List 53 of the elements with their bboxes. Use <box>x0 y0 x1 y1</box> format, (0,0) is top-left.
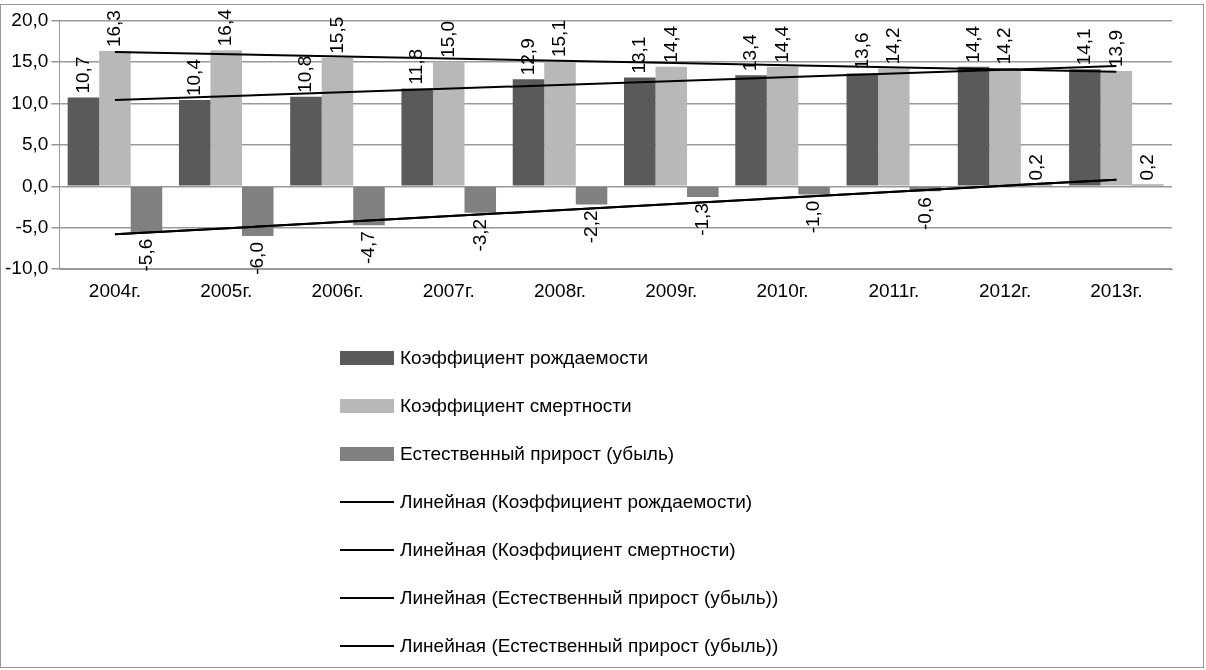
legend-label: Линейная (Естественный прирост (убыль)) <box>400 635 779 657</box>
data-label: 10,7 <box>71 56 93 94</box>
data-label: 14,2 <box>993 27 1015 65</box>
y-tick-label: 10,0 <box>11 91 49 113</box>
data-label: -0,6 <box>913 197 935 230</box>
legend-label: Линейная (Коэффициент смертности) <box>400 539 736 561</box>
legend-label: Естественный прирост (убыль) <box>400 443 675 465</box>
data-label: -6,0 <box>245 242 267 275</box>
data-label: -2,2 <box>579 210 601 244</box>
data-label: -4,7 <box>357 231 379 264</box>
data-label: 12,9 <box>516 38 538 76</box>
x-tick-label: 2011г. <box>868 279 920 301</box>
data-label: -5,6 <box>134 238 156 272</box>
data-label: 10,8 <box>294 55 316 93</box>
y-tick-label: 0,0 <box>21 174 49 196</box>
data-label: 13,6 <box>850 32 872 70</box>
x-tick-label: 2009г. <box>645 279 698 301</box>
y-tick-label: 5,0 <box>21 133 49 155</box>
x-tick-label: 2012г. <box>979 279 1032 301</box>
legend-label: Линейная (Коэффициент рождаемости) <box>400 491 753 513</box>
data-label: 13,1 <box>628 36 649 74</box>
legend-label: Линейная (Естественный прирост (убыль)) <box>400 587 779 609</box>
legend-label: Коэффициент рождаемости <box>400 347 649 369</box>
y-tick-label: -5,0 <box>15 215 49 237</box>
data-label: 15,0 <box>436 20 458 58</box>
data-label: 14,1 <box>1073 28 1095 66</box>
data-label: 15,5 <box>325 16 347 54</box>
data-label: 0,2 <box>1136 154 1158 181</box>
y-tick-label: 15,0 <box>11 50 49 72</box>
x-tick-label: 2004г. <box>88 279 142 301</box>
data-label: 13,4 <box>739 33 761 72</box>
x-tick-label: 2013г. <box>1090 279 1143 301</box>
x-tick-label: 2010г. <box>756 279 809 301</box>
x-tick-label: 2007г. <box>422 279 475 301</box>
data-label: 10,4 <box>182 58 204 97</box>
x-tick-label: 2005г. <box>200 279 253 301</box>
data-label: -3,2 <box>468 218 490 252</box>
x-tick-label: 2006г. <box>311 279 364 301</box>
data-label: -1,0 <box>802 200 824 234</box>
data-label: -1,3 <box>691 203 713 236</box>
data-label: 14,4 <box>770 25 792 63</box>
data-label: 16,3 <box>103 10 125 48</box>
data-label: 14,2 <box>882 27 904 65</box>
data-label: 14,4 <box>659 25 681 63</box>
y-tick-label: 20,0 <box>11 8 49 30</box>
data-label: 13,9 <box>1104 30 1126 67</box>
data-label: 15,1 <box>548 20 570 58</box>
x-tick-label: 2008г. <box>533 279 587 301</box>
data-label: 14,4 <box>961 25 983 63</box>
data-label: 16,4 <box>214 8 236 47</box>
data-label: 0,2 <box>1024 154 1046 181</box>
y-tick-label: -10,0 <box>4 257 49 279</box>
legend-label: Коэффициент смертности <box>400 395 632 417</box>
